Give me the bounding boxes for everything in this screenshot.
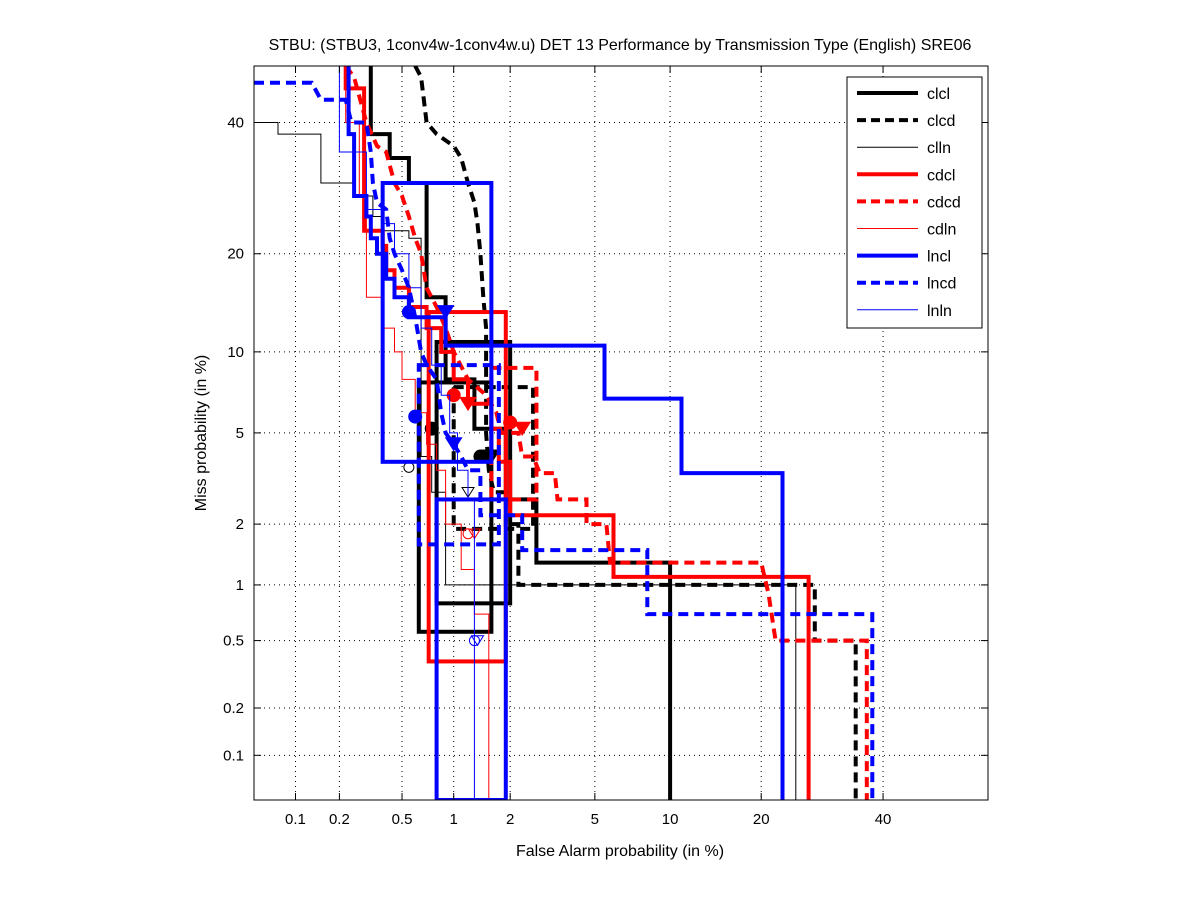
y-tick-label: 1 [236,577,244,594]
min-dcf-marker-clln [403,461,415,473]
x-tick-label: 5 [591,811,599,828]
x-axis-label: False Alarm probability (in %) [516,843,724,860]
legend-item-clln: clln [857,140,951,157]
curves [254,66,875,800]
y-tick-label: 0.1 [223,747,244,764]
legend-label: lnln [927,303,952,320]
legend-item-clcd: clcd [857,113,955,130]
actual-dcf-marker-lncl [436,305,455,320]
x-tick-label: 0.1 [285,811,306,828]
actual-dcf-marker-lncd [444,437,463,452]
legend-item-cdcl: cdcl [857,167,955,184]
series-clln [254,122,797,800]
curve-cdcd [344,66,869,800]
x-tick-label: 10 [662,811,679,828]
y-tick-label: 2 [236,516,244,533]
y-tick-label: 0.5 [223,633,244,650]
y-tick-label: 20 [227,246,244,263]
series-lncl [346,66,785,800]
legend-label: clcl [927,86,950,103]
series-lncd [254,80,875,800]
chart-title: STBU: (STBU3, 1conv4w-1conv4w.u) DET 13 … [269,37,972,54]
legend-label: lncd [927,276,956,293]
legend-label: clcd [927,113,955,130]
y-tick-label: 10 [227,344,244,361]
actual-dcf-marker-cdcl [459,396,477,412]
confidence-box-cdcd [489,365,539,502]
x-tick-label: 1 [450,811,458,828]
x-tick-label: 40 [875,811,892,828]
legend-item-lnln: lnln [857,303,952,320]
confidence-box-cdcl [426,310,508,664]
actual-dcf-marker-cdcd [513,421,532,436]
min-dcf-marker-lncd [408,409,423,424]
curve-lnln [338,66,475,800]
y-axis-label: Miss probability (in %) [193,355,210,511]
x-tick-label: 0.5 [392,811,413,828]
y-tick-label: 0.2 [223,700,244,717]
legend-item-lncl: lncl [857,249,951,266]
legend-label: cdln [927,222,956,239]
series-cdcd [344,66,869,800]
curve-lncd [254,80,875,800]
ticks: 0.1 0.2 0.5 1 2 5 10 20 40 0.1 0.2 0.5 1 2 5 10 20 40 [223,66,988,828]
actual-dcf-marker-lnln [470,635,485,647]
legend-label: cdcd [927,194,961,211]
legend-item-cdln: cdln [857,222,956,239]
legend: clcl clcd clln cdcl cdcd cdln lncl lncd lnln [846,76,983,329]
x-tick-label: 20 [753,811,770,828]
y-tick-label: 40 [227,115,244,132]
curve-lncl [346,66,785,800]
x-tick-label: 0.2 [329,811,350,828]
y-tick-label: 5 [236,425,244,442]
legend-label: lncl [927,249,951,266]
legend-label: clln [927,140,951,157]
legend-item-lncd: lncd [857,276,956,293]
legend-item-clcl: clcl [857,86,950,103]
confidence-box-lncd [416,363,501,547]
legend-item-cdcd: cdcd [857,194,961,211]
legend-label: cdcl [927,167,955,184]
curve-clln [254,122,797,800]
confidence-box-lncl [380,180,494,464]
x-tick-label: 2 [506,811,514,828]
series-lnln [338,66,485,800]
